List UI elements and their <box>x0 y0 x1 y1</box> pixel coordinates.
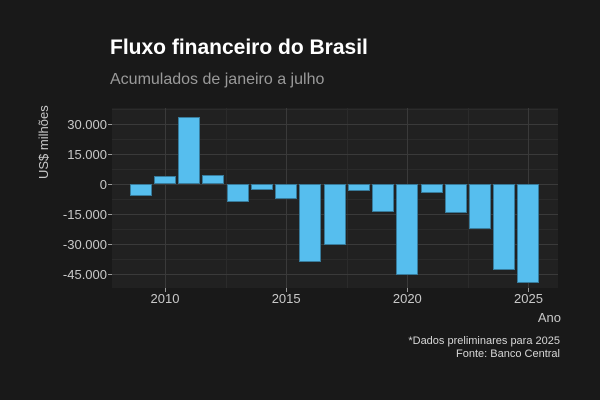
bar-2011 <box>178 117 201 184</box>
bar-2018 <box>347 184 370 191</box>
bar-2021 <box>420 184 443 194</box>
x-tick-mark <box>528 288 530 292</box>
bar-2024 <box>493 184 516 270</box>
source-note: Fonte: Banco Central <box>456 347 560 360</box>
y-tick-label: 30.000 <box>67 116 107 132</box>
chart-subtitle: Acumulados de janeiro a julho <box>110 71 325 88</box>
y-tick-mark <box>107 214 112 215</box>
bar-2010 <box>154 175 176 184</box>
gridline-y-major <box>112 154 558 155</box>
bar-2023 <box>469 184 492 229</box>
y-tick-label: -30.000 <box>62 236 107 252</box>
y-axis-title: US$ milhões <box>36 105 51 179</box>
x-tick-label: 2015 <box>271 291 301 306</box>
gridline-x-major <box>165 108 166 288</box>
y-tick-mark <box>107 154 112 155</box>
preliminary-data-note: *Dados preliminares para 2025 <box>408 335 560 347</box>
x-tick-mark <box>286 288 288 292</box>
bar-2025 <box>517 184 540 283</box>
gridline-y-minor <box>112 259 558 260</box>
y-tick-mark <box>107 244 112 245</box>
bar-2014 <box>250 184 273 191</box>
gridline-y-major <box>112 124 558 125</box>
gridline-y-major <box>112 274 558 275</box>
y-tick-label: -15.000 <box>62 206 107 222</box>
bar-2013 <box>226 184 249 203</box>
chart-caption: *Dados preliminares para 2025 Fonte: Ban… <box>408 335 560 360</box>
y-tick-label: 0 <box>99 176 107 192</box>
gridline-x-minor <box>346 108 348 288</box>
y-tick-mark <box>107 124 112 125</box>
gridline-x-minor <box>225 108 227 288</box>
bar-2016 <box>299 184 322 262</box>
bar-2022 <box>444 184 467 214</box>
bar-2019 <box>372 184 395 213</box>
x-axis-title: Ano <box>537 310 561 325</box>
gridline-y-minor <box>112 139 558 140</box>
bar-2020 <box>396 184 419 275</box>
bar-2009 <box>129 184 152 196</box>
gridline-x-minor <box>467 108 469 288</box>
plot-area <box>112 108 558 288</box>
y-tick-label: 15.000 <box>67 146 107 162</box>
y-tick-mark <box>107 184 112 185</box>
chart-title: Fluxo financeiro do Brasil <box>110 36 368 59</box>
bar-2012 <box>202 175 225 184</box>
y-tick-label: -45.000 <box>62 266 107 282</box>
bar-2017 <box>323 184 346 245</box>
gridline-y-minor <box>112 169 558 170</box>
x-tick-mark <box>165 288 166 292</box>
gridline-y-minor <box>112 109 558 110</box>
x-tick-label: 2020 <box>392 291 422 306</box>
y-tick-mark <box>107 274 112 275</box>
x-tick-label: 2010 <box>150 291 180 306</box>
x-tick-mark <box>407 288 409 292</box>
bar-2015 <box>275 184 298 199</box>
x-tick-label: 2025 <box>514 291 543 306</box>
